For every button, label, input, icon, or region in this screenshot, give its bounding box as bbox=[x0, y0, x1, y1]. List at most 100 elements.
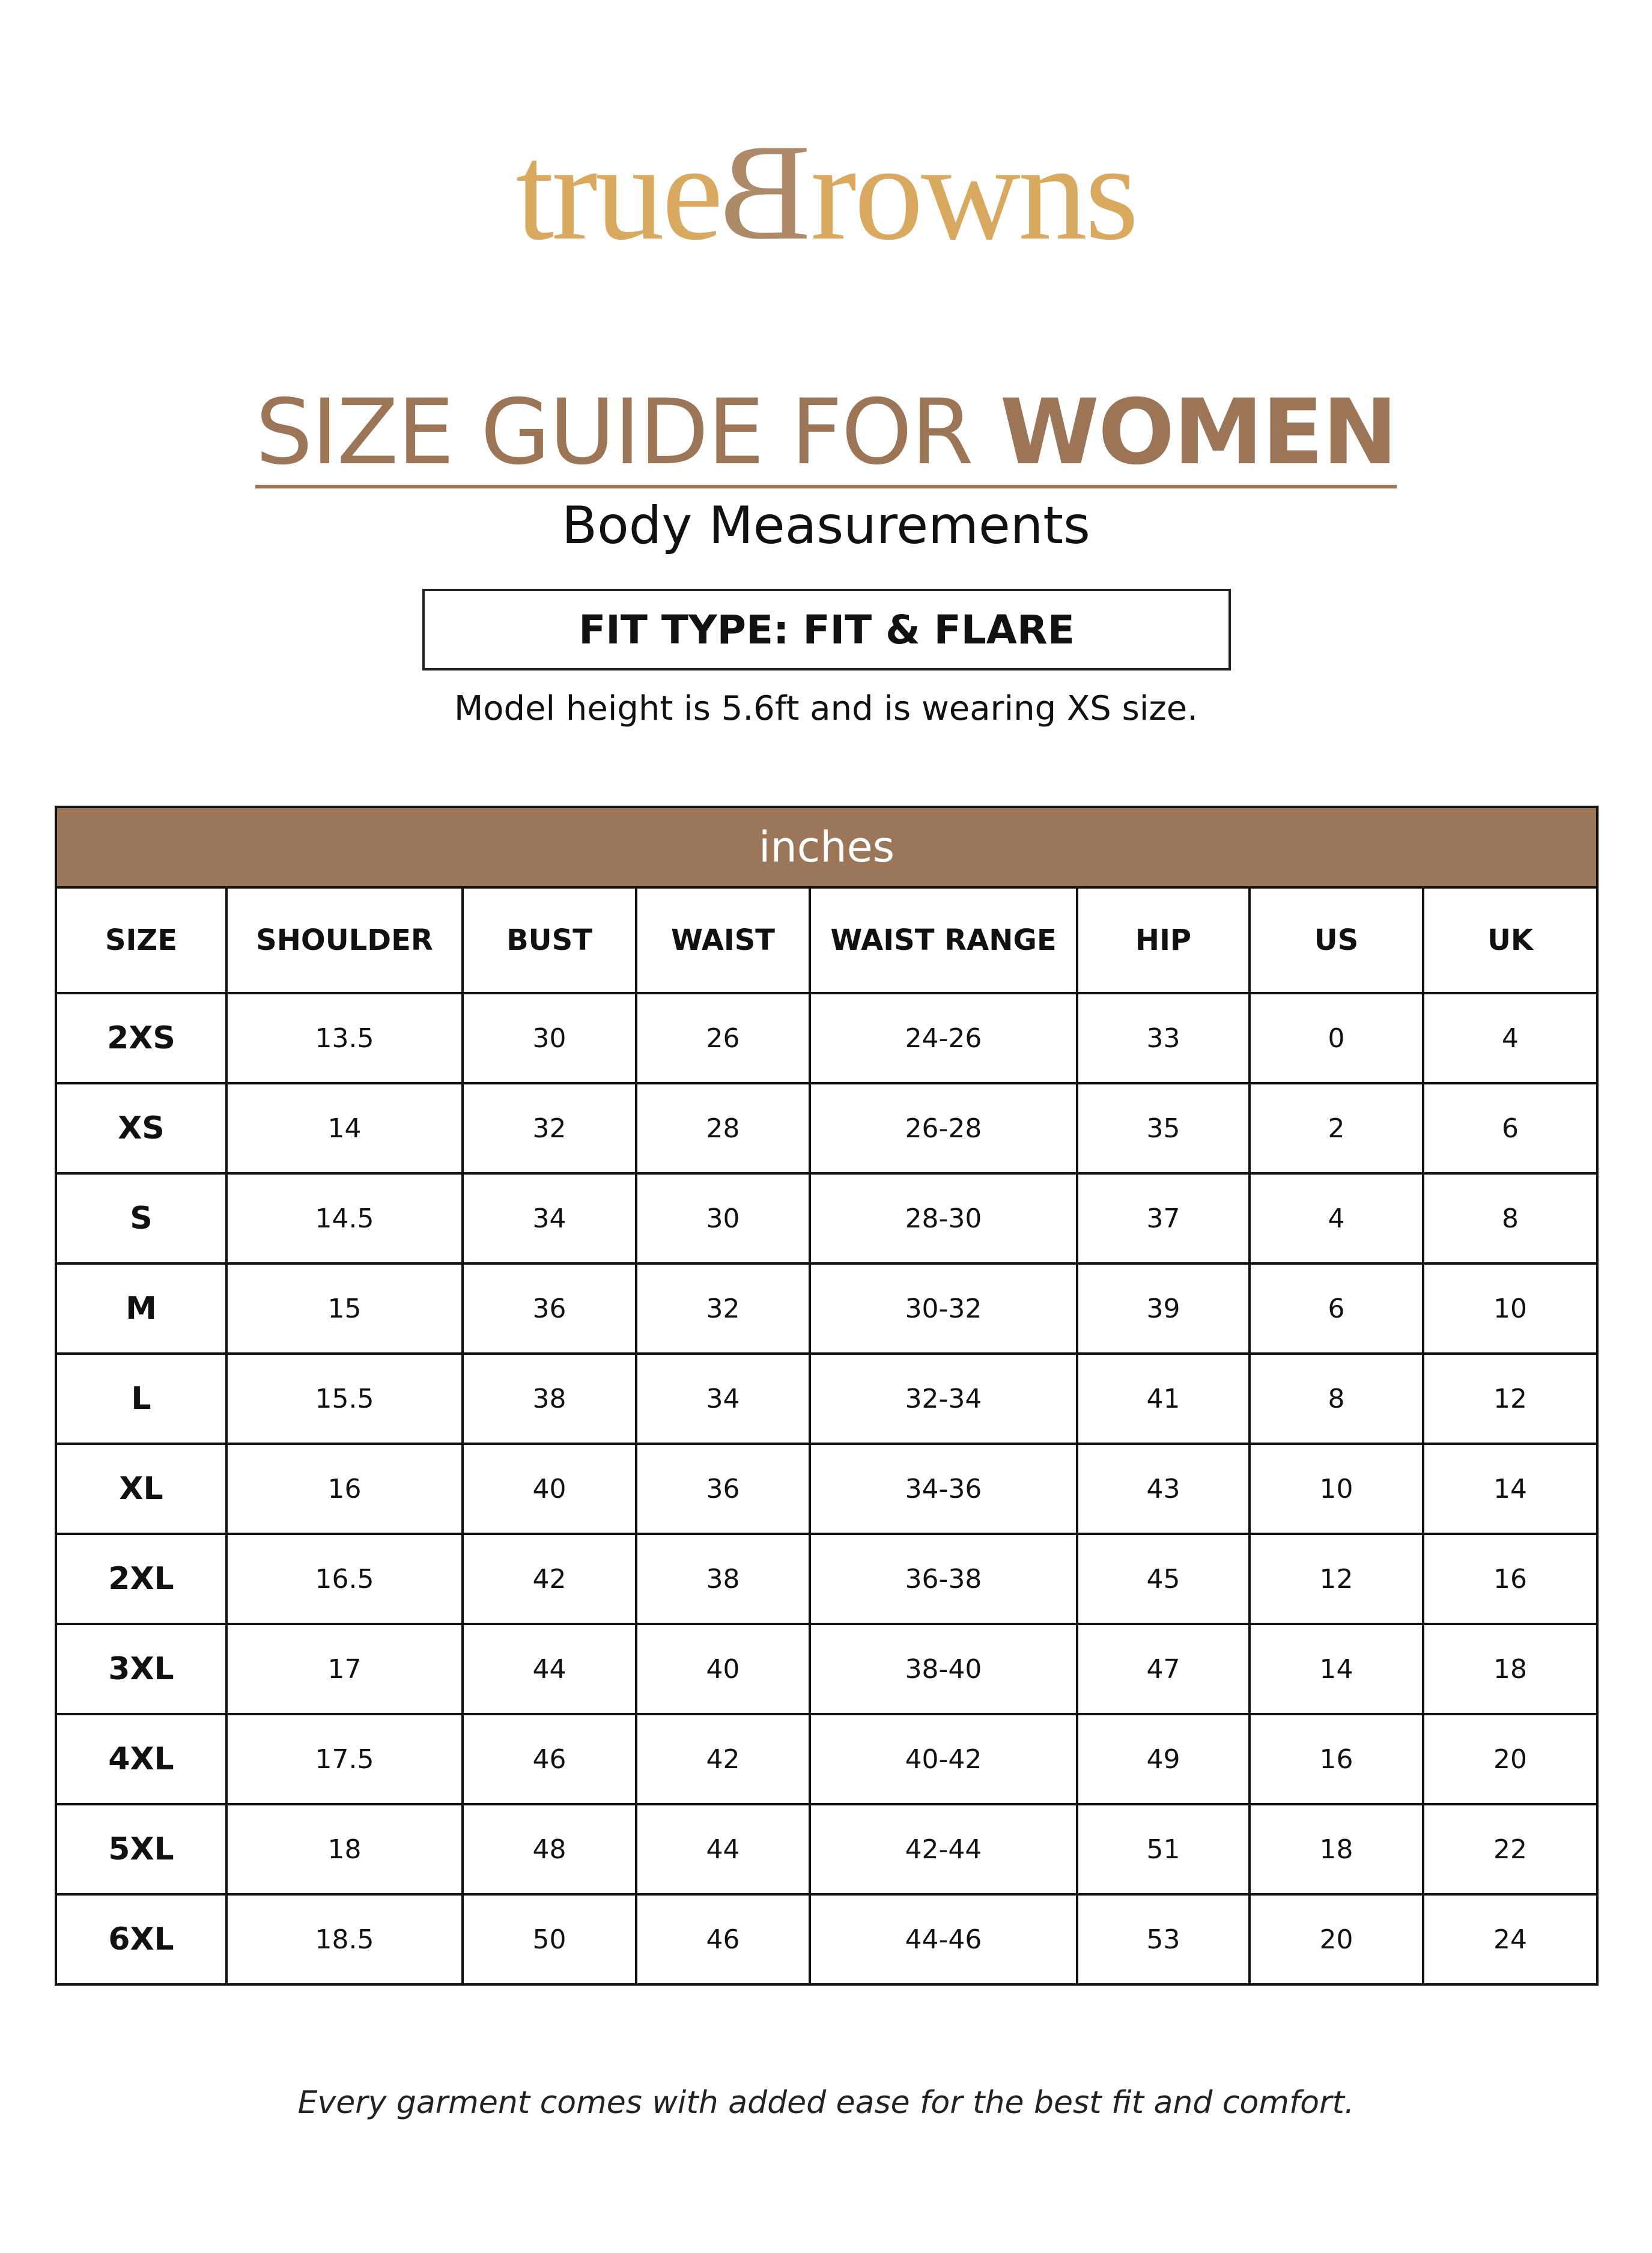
value-cell: 24 bbox=[1421, 1893, 1599, 1986]
value-cell: 16 bbox=[1421, 1533, 1599, 1625]
value-cell: 2 bbox=[1248, 1082, 1424, 1175]
table-row: S 14.5 34 30 28-30 37 4 8 bbox=[55, 1172, 1599, 1265]
value-cell: 28 bbox=[635, 1082, 811, 1175]
table-row: L 15.5 38 34 32-34 41 8 12 bbox=[55, 1352, 1599, 1445]
value-cell: 8 bbox=[1248, 1352, 1424, 1445]
table-row: 6XL 18.5 50 46 44-46 53 20 24 bbox=[55, 1893, 1599, 1986]
value-cell: 14 bbox=[1248, 1623, 1424, 1715]
size-cell: XL bbox=[55, 1443, 228, 1535]
value-cell: 34-36 bbox=[809, 1443, 1078, 1535]
size-cell: S bbox=[55, 1172, 228, 1265]
value-cell: 4 bbox=[1421, 992, 1599, 1084]
value-cell: 43 bbox=[1076, 1443, 1251, 1535]
table-row: 5XL 18 48 44 42-44 51 18 22 bbox=[55, 1803, 1599, 1896]
value-cell: 17 bbox=[225, 1623, 464, 1715]
value-cell: 0 bbox=[1248, 992, 1424, 1084]
column-header: SHOULDER bbox=[225, 886, 464, 994]
value-cell: 32 bbox=[461, 1082, 637, 1175]
value-cell: 12 bbox=[1421, 1352, 1599, 1445]
value-cell: 4 bbox=[1248, 1172, 1424, 1265]
table-body: 2XS 13.5 30 26 24-26 33 0 4 XS 14 32 28 26-28 35 2 6 S 14… bbox=[55, 992, 1599, 1986]
value-cell: 24-26 bbox=[809, 992, 1078, 1084]
logo-part: true bbox=[515, 115, 723, 269]
value-cell: 16.5 bbox=[225, 1533, 464, 1625]
value-cell: 41 bbox=[1076, 1352, 1251, 1445]
value-cell: 18 bbox=[225, 1803, 464, 1896]
value-cell: 26-28 bbox=[809, 1082, 1078, 1175]
model-note: Model height is 5.6ft and is wearing XS … bbox=[454, 689, 1198, 728]
value-cell: 10 bbox=[1248, 1443, 1424, 1535]
value-cell: 18 bbox=[1248, 1803, 1424, 1896]
column-header: HIP bbox=[1076, 886, 1251, 994]
value-cell: 38 bbox=[635, 1533, 811, 1625]
size-cell: 5XL bbox=[55, 1803, 228, 1896]
value-cell: 44 bbox=[461, 1623, 637, 1715]
brand-logo: trueBrowns bbox=[0, 115, 1652, 269]
value-cell: 46 bbox=[461, 1713, 637, 1805]
value-cell: 16 bbox=[225, 1443, 464, 1535]
value-cell: 30 bbox=[461, 992, 637, 1084]
size-cell: 2XL bbox=[55, 1533, 228, 1625]
value-cell: 15.5 bbox=[225, 1352, 464, 1445]
value-cell: 48 bbox=[461, 1803, 637, 1896]
table-row: XS 14 32 28 26-28 35 2 6 bbox=[55, 1082, 1599, 1175]
value-cell: 40 bbox=[635, 1623, 811, 1715]
value-cell: 47 bbox=[1076, 1623, 1251, 1715]
value-cell: 15 bbox=[225, 1262, 464, 1355]
table-row: 4XL 17.5 46 42 40-42 49 16 20 bbox=[55, 1713, 1599, 1805]
size-cell: 2XS bbox=[55, 992, 228, 1084]
value-cell: 16 bbox=[1248, 1713, 1424, 1805]
value-cell: 40-42 bbox=[809, 1713, 1078, 1805]
logo-part: rowns bbox=[810, 115, 1138, 269]
value-cell: 8 bbox=[1421, 1172, 1599, 1265]
size-cell: L bbox=[55, 1352, 228, 1445]
value-cell: 35 bbox=[1076, 1082, 1251, 1175]
size-cell: XS bbox=[55, 1082, 228, 1175]
column-header: UK bbox=[1421, 886, 1599, 994]
column-header: US bbox=[1248, 886, 1424, 994]
value-cell: 20 bbox=[1421, 1713, 1599, 1805]
value-cell: 38 bbox=[461, 1352, 637, 1445]
value-cell: 28-30 bbox=[809, 1172, 1078, 1265]
column-header: BUST bbox=[461, 886, 637, 994]
value-cell: 17.5 bbox=[225, 1713, 464, 1805]
size-cell: M bbox=[55, 1262, 228, 1355]
size-table: inches SIZE SHOULDER BUST WAIST WAIST RANGE H… bbox=[54, 806, 1599, 1986]
title-light: SIZE GUIDE FOR bbox=[255, 380, 1000, 485]
value-cell: 37 bbox=[1076, 1172, 1251, 1265]
table-row: M 15 36 32 30-32 39 6 10 bbox=[55, 1262, 1599, 1355]
value-cell: 14 bbox=[225, 1082, 464, 1175]
unit-band: inches bbox=[54, 806, 1599, 889]
size-cell: 6XL bbox=[55, 1893, 228, 1986]
table-row: 3XL 17 44 40 38-40 47 14 18 bbox=[55, 1623, 1599, 1715]
value-cell: 44 bbox=[635, 1803, 811, 1896]
value-cell: 42-44 bbox=[809, 1803, 1078, 1896]
footer-note: Every garment comes with added ease for … bbox=[297, 2085, 1355, 2121]
value-cell: 32-34 bbox=[809, 1352, 1078, 1445]
page-title: SIZE GUIDE FOR WOMEN bbox=[0, 379, 1652, 488]
value-cell: 50 bbox=[461, 1893, 637, 1986]
value-cell: 36 bbox=[635, 1443, 811, 1535]
title-bold: WOMEN bbox=[1000, 380, 1397, 485]
fit-type-box: FIT TYPE: FIT & FLARE bbox=[422, 589, 1231, 670]
column-header: WAIST RANGE bbox=[809, 886, 1078, 994]
fit-type-label: FIT TYPE: FIT & FLARE bbox=[579, 606, 1075, 653]
value-cell: 53 bbox=[1076, 1893, 1251, 1986]
value-cell: 39 bbox=[1076, 1262, 1251, 1355]
value-cell: 6 bbox=[1421, 1082, 1599, 1175]
value-cell: 10 bbox=[1421, 1262, 1599, 1355]
header-row: SIZE SHOULDER BUST WAIST WAIST RANGE HIP US UK bbox=[55, 886, 1599, 994]
value-cell: 20 bbox=[1248, 1893, 1424, 1986]
value-cell: 51 bbox=[1076, 1803, 1251, 1896]
value-cell: 26 bbox=[635, 992, 811, 1084]
value-cell: 30-32 bbox=[809, 1262, 1078, 1355]
value-cell: 18.5 bbox=[225, 1893, 464, 1986]
logo-b-mark: B bbox=[720, 115, 811, 269]
value-cell: 14.5 bbox=[225, 1172, 464, 1265]
value-cell: 12 bbox=[1248, 1533, 1424, 1625]
value-cell: 36-38 bbox=[809, 1533, 1078, 1625]
value-cell: 36 bbox=[461, 1262, 637, 1355]
value-cell: 22 bbox=[1421, 1803, 1599, 1896]
value-cell: 34 bbox=[461, 1172, 637, 1265]
value-cell: 32 bbox=[635, 1262, 811, 1355]
